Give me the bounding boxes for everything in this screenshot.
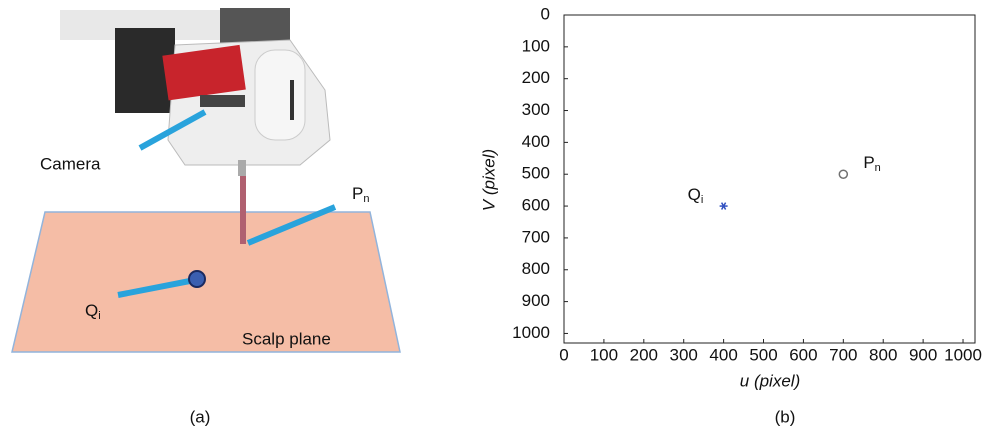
caption-b: (b) [775, 407, 796, 426]
y-tick-label: 800 [522, 259, 550, 278]
camera-label: Camera [40, 154, 101, 173]
x-tick-label: 400 [709, 345, 737, 364]
x-tick-label: 800 [869, 345, 897, 364]
caption-a: (a) [190, 407, 211, 426]
point-label-text: Q [688, 186, 701, 205]
scalp-plane [12, 212, 400, 352]
point-label: Qi [688, 186, 704, 206]
p-label: Pn [352, 184, 369, 204]
plot-frame [564, 15, 975, 343]
point-label-sub: n [875, 162, 881, 174]
x-tick-label: 700 [829, 345, 857, 364]
x-tick-label: 300 [670, 345, 698, 364]
y-tick-label: 600 [522, 196, 550, 215]
y-tick-label: 100 [522, 36, 550, 55]
p-label-text: P [352, 184, 363, 203]
x-tick-label: 1000 [944, 345, 982, 364]
y-tick-label: 700 [522, 227, 550, 246]
point-label: Pn [863, 154, 880, 174]
y-tick-label: 900 [522, 291, 550, 310]
scalp-label: Scalp plane [242, 329, 331, 348]
y-tick-label: 500 [522, 164, 550, 183]
y-tick-label: 0 [541, 4, 550, 23]
robot-illustration [60, 8, 330, 176]
figure: Camera Scalp plane Pn Qi (a) (b) u (pixe… [0, 0, 999, 435]
y-tick-label: 200 [522, 68, 550, 87]
x-tick-label: 600 [789, 345, 817, 364]
x-tick-label: 500 [749, 345, 777, 364]
point-label-sub: i [701, 194, 703, 206]
x-tick-label: 0 [559, 345, 568, 364]
q-label-text: Q [85, 301, 98, 320]
target-dot [189, 271, 205, 287]
x-tick-label: 200 [630, 345, 658, 364]
q-label-sub: i [98, 310, 100, 322]
y-tick-label: 300 [522, 100, 550, 119]
x-axis-label: u (pixel) [740, 371, 800, 390]
point-label-text: P [863, 154, 874, 173]
point [839, 170, 847, 178]
y-tick-label: 1000 [512, 323, 550, 342]
x-tick-label: 900 [909, 345, 937, 364]
point [720, 203, 728, 210]
y-axis-label: V (pixel) [479, 149, 498, 211]
page: Camera Scalp plane Pn Qi (a) (b) u (pixe… [0, 0, 999, 435]
p-label-sub: n [363, 193, 369, 205]
needle [240, 176, 246, 244]
y-tick-label: 400 [522, 132, 550, 151]
x-tick-label: 100 [590, 345, 618, 364]
